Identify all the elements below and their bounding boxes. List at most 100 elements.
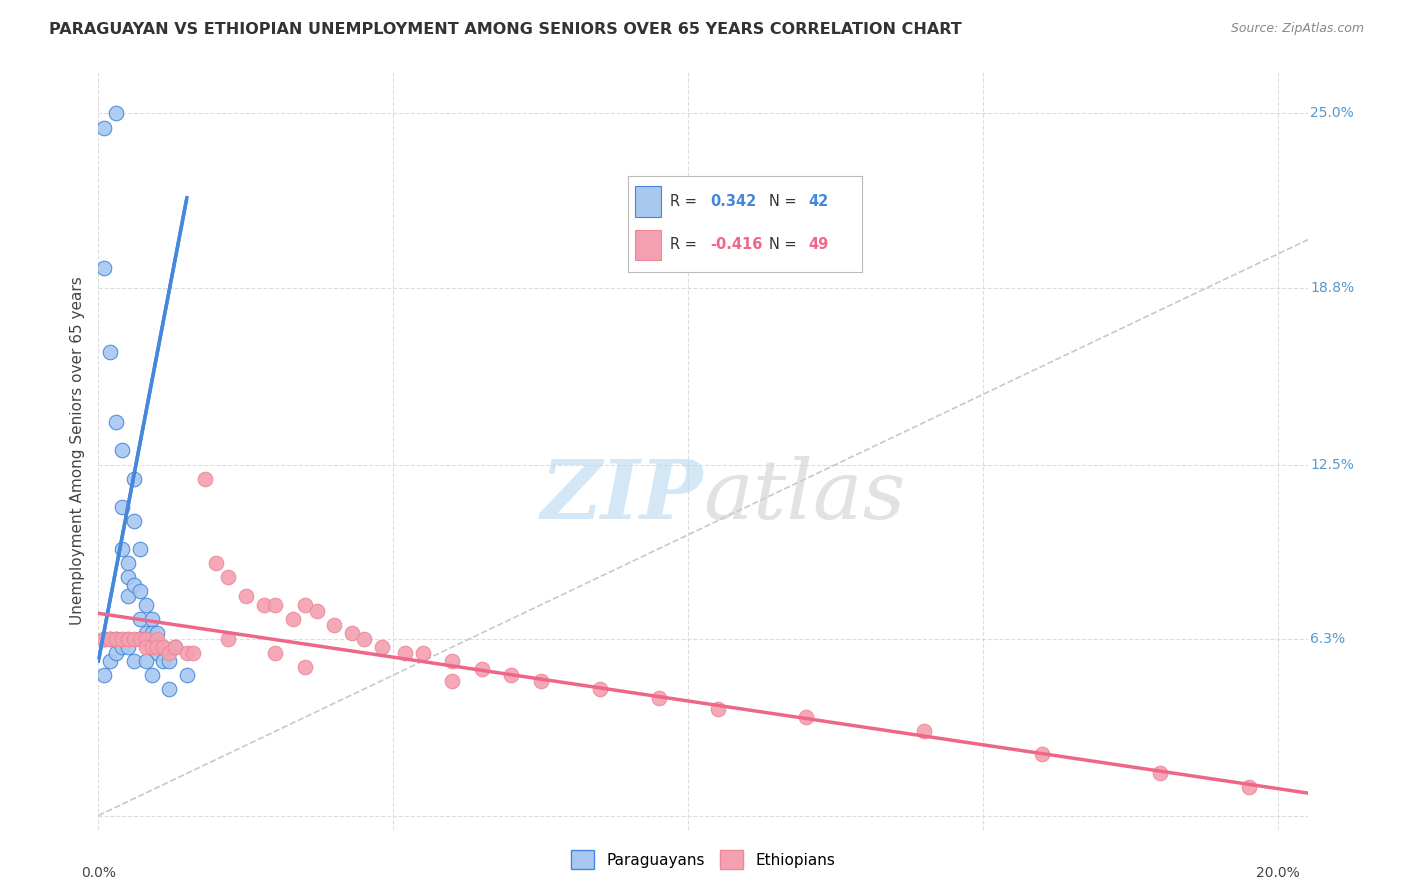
Point bbox=[194, 471, 217, 485]
Text: Source: ZipAtlas.com: Source: ZipAtlas.com bbox=[1230, 22, 1364, 36]
Point bbox=[117, 632, 139, 646]
Point bbox=[323, 617, 346, 632]
Point bbox=[93, 668, 115, 682]
Point bbox=[157, 646, 180, 660]
Point bbox=[128, 612, 150, 626]
Point bbox=[105, 106, 128, 120]
Point bbox=[370, 640, 392, 654]
Point bbox=[105, 632, 128, 646]
Point bbox=[1149, 766, 1171, 780]
Text: 0.0%: 0.0% bbox=[82, 866, 115, 880]
Point bbox=[98, 654, 121, 668]
Point bbox=[128, 632, 150, 646]
Point bbox=[128, 632, 150, 646]
Point bbox=[117, 640, 139, 654]
Text: N =: N = bbox=[769, 237, 801, 252]
Text: PARAGUAYAN VS ETHIOPIAN UNEMPLOYMENT AMONG SENIORS OVER 65 YEARS CORRELATION CHA: PARAGUAYAN VS ETHIOPIAN UNEMPLOYMENT AMO… bbox=[49, 22, 962, 37]
Legend: Paraguayans, Ethiopians: Paraguayans, Ethiopians bbox=[565, 844, 841, 875]
Point bbox=[111, 632, 134, 646]
Point bbox=[305, 603, 328, 617]
Point bbox=[122, 632, 145, 646]
Point bbox=[176, 668, 198, 682]
Point bbox=[135, 598, 157, 612]
Point bbox=[157, 654, 180, 668]
Point bbox=[111, 500, 134, 514]
Point bbox=[235, 590, 257, 604]
Point bbox=[294, 659, 316, 673]
Point bbox=[217, 570, 239, 584]
Point bbox=[146, 626, 169, 640]
Point bbox=[122, 578, 145, 592]
Point bbox=[146, 640, 169, 654]
Point bbox=[98, 345, 121, 359]
Point bbox=[152, 640, 174, 654]
Text: R =: R = bbox=[671, 237, 702, 252]
Point bbox=[141, 668, 163, 682]
Point bbox=[794, 710, 817, 724]
Text: ZIP: ZIP bbox=[540, 456, 703, 536]
Text: 18.8%: 18.8% bbox=[1310, 281, 1354, 294]
Point bbox=[205, 556, 228, 570]
Point bbox=[181, 646, 204, 660]
Point bbox=[117, 632, 139, 646]
Point bbox=[98, 632, 121, 646]
Point bbox=[141, 626, 163, 640]
Point bbox=[217, 632, 239, 646]
Text: 49: 49 bbox=[808, 237, 828, 252]
FancyBboxPatch shape bbox=[636, 229, 661, 260]
Text: N =: N = bbox=[769, 194, 801, 210]
Point bbox=[912, 724, 935, 739]
Point bbox=[648, 690, 671, 705]
Point bbox=[135, 632, 157, 646]
Point bbox=[1031, 747, 1053, 761]
Point bbox=[128, 541, 150, 556]
Point bbox=[157, 682, 180, 697]
Point bbox=[264, 646, 287, 660]
Point bbox=[441, 654, 464, 668]
Point bbox=[1237, 780, 1260, 795]
Point bbox=[264, 598, 287, 612]
Point bbox=[111, 443, 134, 458]
Point bbox=[394, 646, 416, 660]
Point bbox=[706, 702, 728, 716]
Point bbox=[501, 668, 523, 682]
Text: 6.3%: 6.3% bbox=[1310, 632, 1346, 646]
Point bbox=[294, 598, 316, 612]
Point bbox=[252, 598, 274, 612]
Point bbox=[165, 640, 187, 654]
Point bbox=[589, 682, 612, 697]
Point bbox=[141, 612, 163, 626]
Point bbox=[117, 590, 139, 604]
Point bbox=[135, 626, 157, 640]
Point bbox=[146, 632, 169, 646]
Point bbox=[530, 673, 553, 688]
Point bbox=[122, 471, 145, 485]
Text: -0.416: -0.416 bbox=[710, 237, 762, 252]
Point bbox=[340, 626, 363, 640]
Point bbox=[471, 663, 494, 677]
Point bbox=[105, 646, 128, 660]
Point bbox=[93, 632, 115, 646]
Point bbox=[93, 632, 115, 646]
Point bbox=[141, 640, 163, 654]
Point bbox=[122, 514, 145, 528]
Y-axis label: Unemployment Among Seniors over 65 years: Unemployment Among Seniors over 65 years bbox=[69, 277, 84, 624]
Point bbox=[93, 260, 115, 275]
Point bbox=[412, 646, 434, 660]
Point bbox=[353, 632, 375, 646]
Point bbox=[146, 646, 169, 660]
Point bbox=[117, 556, 139, 570]
Point bbox=[105, 416, 128, 430]
Point bbox=[98, 632, 121, 646]
Text: R =: R = bbox=[671, 194, 702, 210]
Point bbox=[441, 673, 464, 688]
Text: 25.0%: 25.0% bbox=[1310, 106, 1354, 120]
Text: 20.0%: 20.0% bbox=[1256, 866, 1301, 880]
Point bbox=[141, 640, 163, 654]
Point bbox=[152, 640, 174, 654]
Point bbox=[128, 583, 150, 598]
Point bbox=[152, 654, 174, 668]
Point bbox=[111, 541, 134, 556]
Point bbox=[117, 570, 139, 584]
Point bbox=[281, 612, 304, 626]
